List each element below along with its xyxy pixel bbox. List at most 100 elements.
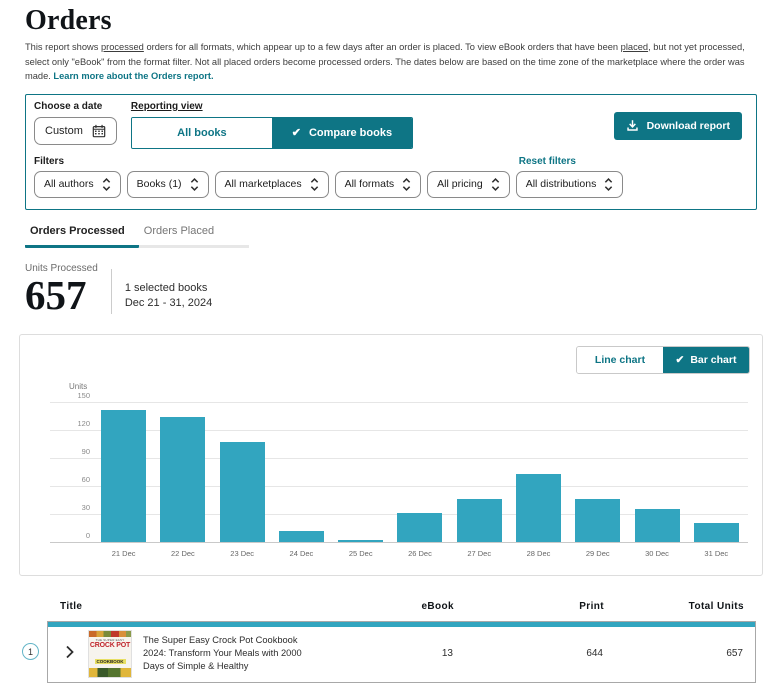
book-title: The Super Easy Crock Pot Cookbook 2024: … [143, 635, 302, 671]
ebook-units-value: 13 [441, 648, 453, 659]
updown-chevron-icon [491, 177, 500, 192]
y-tick-label: 0 [85, 530, 90, 540]
filter-dropdown-all-authors[interactable]: All authors [34, 170, 121, 198]
x-tick-label: 23 Dec [230, 548, 255, 558]
x-tick-label: 31 Dec [704, 548, 729, 558]
view-option-label: Compare books [308, 126, 393, 139]
intro-part3: , but not yet processed, select only "eB… [25, 42, 745, 81]
bars-area [94, 403, 746, 542]
bar-column [213, 441, 272, 542]
chart-type-bar-chart[interactable]: ✔ Bar chart [663, 346, 749, 373]
chart-type-toggle: Line chart ✔ Bar chart [576, 345, 750, 374]
download-icon [626, 119, 639, 132]
filter-dropdown-label: All authors [44, 178, 94, 190]
gridline [50, 457, 748, 459]
filter-dropdown-label: All distributions [525, 178, 597, 190]
book-cover-thumbnail: THE SUPER EASY CROCK POT COOKBOOK [89, 630, 131, 677]
bar-column [450, 498, 509, 542]
filter-dropdown-label: All formats [344, 178, 395, 190]
bar-28-dec [515, 474, 561, 542]
chart-type-label: Line chart [594, 353, 646, 366]
cover-line-2: CROCK POT [89, 642, 131, 650]
orders-chart-card: Line chart ✔ Bar chart Units 0 30 60 90 120 150… [19, 333, 763, 576]
orders-table: Title eBook Print Total Units 1 THE SUPER EA… [22, 601, 756, 683]
bar-column [331, 539, 390, 542]
filter-dropdown-all-pricing[interactable]: All pricing [427, 170, 510, 198]
y-tick-label: 90 [81, 446, 90, 456]
x-tick-label: 30 Dec [645, 548, 669, 558]
table-row: 1 THE SUPER EASY CROCK POT COOKBOOK The Supe… [22, 620, 756, 683]
learn-more-link[interactable]: Learn more about the Orders report. [53, 71, 214, 81]
bar-22-dec [160, 417, 206, 542]
y-tick-label: 60 [81, 474, 90, 484]
bar-25-dec [338, 539, 384, 542]
x-axis-labels: 21 Dec 22 Dec 23 Dec 24 Dec 25 Dec 26 Dec 27 D… [94, 549, 746, 558]
filter-dropdown-all-formats[interactable]: All formats [334, 170, 422, 198]
book-row: THE SUPER EASY CROCK POT COOKBOOK The Super… [47, 620, 756, 683]
bar-column [687, 522, 746, 542]
bar-column [627, 508, 686, 542]
tab-orders-processed[interactable]: Orders Processed [25, 219, 139, 248]
download-report-button[interactable]: Download report [613, 111, 742, 140]
updown-chevron-icon [402, 177, 411, 192]
filter-dropdown-label: All marketplaces [224, 178, 302, 190]
report-tabs: Orders Processed Orders Placed [25, 219, 768, 248]
selected-books-text: 1 selected books [124, 281, 208, 294]
date-picker-value: Custom [45, 124, 83, 137]
date-picker-button[interactable]: Custom [34, 116, 117, 145]
gridline [50, 429, 748, 431]
filters-row: All authors Books (1) All marketplaces All … [34, 170, 748, 198]
gridline [50, 541, 748, 543]
x-tick-label: 21 Dec [111, 548, 136, 558]
bar-31-dec [693, 522, 739, 542]
y-tick-label: 120 [77, 418, 90, 428]
reporting-view-label: Reporting view [130, 100, 203, 112]
bar-chart-plot: 0 30 60 90 120 150 [32, 391, 750, 543]
row-number-badge: 1 [22, 643, 39, 660]
filter-dropdown-all-distributions[interactable]: All distributions [515, 170, 624, 198]
bar-column [94, 409, 153, 542]
cover-title-area: THE SUPER EASY CROCK POT COOKBOOK [89, 637, 131, 669]
x-tick-label: 22 Dec [171, 548, 195, 558]
y-axis-title: Units [69, 381, 88, 391]
bar-column [509, 474, 568, 542]
date-group: Choose a date Custom [34, 99, 117, 145]
filters-label: Filters [34, 155, 65, 167]
x-tick-label: 27 Dec [467, 548, 492, 558]
x-tick-label: 26 Dec [408, 548, 432, 558]
bar-24-dec [278, 531, 324, 542]
updown-chevron-icon [310, 177, 319, 192]
date-range-text: Dec 21 - 31, 2024 [124, 296, 213, 309]
x-tick-label: 24 Dec [289, 548, 314, 558]
check-icon: ✔ [291, 127, 301, 139]
bar-column [272, 531, 331, 542]
print-units-value: 644 [586, 648, 603, 659]
filter-dropdown-label: All pricing [437, 178, 483, 190]
x-tick-label: 29 Dec [585, 548, 610, 558]
column-header-ebook: eBook [421, 600, 454, 612]
reset-filters-link[interactable]: Reset filters [518, 155, 576, 167]
expand-row-button[interactable] [62, 644, 77, 663]
cover-food-strip [89, 630, 131, 638]
intro-part2: orders for all formats, which appear up … [143, 42, 621, 52]
column-header-print: Print [579, 600, 604, 612]
column-header-title: Title [60, 600, 83, 612]
row-top-accent-bar [48, 621, 755, 627]
gridline [50, 485, 748, 487]
choose-date-label: Choose a date [34, 100, 103, 112]
reporting-view-group: Reporting view All books ✔ Compare books [130, 99, 413, 149]
view-option-compare-books[interactable]: ✔ Compare books [271, 117, 412, 148]
bar-column [390, 512, 449, 542]
bar-27-dec [456, 498, 502, 542]
view-option-label: All books [177, 126, 227, 139]
filter-dropdown-all-marketplaces[interactable]: All marketplaces [214, 170, 329, 198]
view-option-all-books[interactable]: All books [131, 117, 272, 148]
bar-23-dec [219, 441, 265, 542]
bar-30-dec [634, 508, 680, 542]
tab-orders-placed[interactable]: Orders Placed [138, 219, 249, 248]
chart-type-line-chart[interactable]: Line chart [577, 346, 663, 373]
chart-type-label: Bar chart [690, 353, 737, 366]
filter-dropdown-books-1-[interactable]: Books (1) [126, 170, 209, 198]
cover-line-1: THE SUPER EASY [95, 638, 125, 643]
filter-dropdown-label: Books (1) [136, 178, 182, 190]
